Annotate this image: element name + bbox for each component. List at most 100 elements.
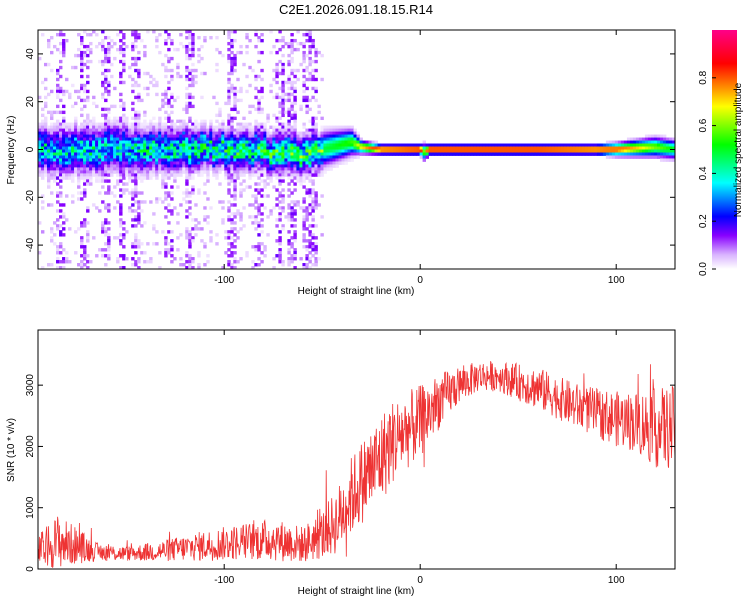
spectrogram-cell bbox=[275, 224, 279, 228]
spectrogram-cell bbox=[299, 170, 303, 174]
spectrogram-cell bbox=[167, 86, 171, 91]
spectrogram-cell bbox=[134, 224, 138, 228]
spectrogram-cell bbox=[167, 80, 171, 85]
spectrogram-cell bbox=[44, 140, 48, 144]
spectrogram-cell bbox=[287, 107, 291, 112]
spectrogram-cell bbox=[281, 179, 285, 183]
spectrogram-cell bbox=[143, 200, 147, 204]
spectrogram-cell bbox=[596, 143, 601, 147]
spectrogram-cell bbox=[131, 167, 135, 171]
spectrogram-cell bbox=[329, 146, 333, 150]
spectrogram-cell bbox=[614, 152, 619, 156]
spectrogram-cell bbox=[77, 53, 81, 58]
spectrogram-cell bbox=[263, 179, 267, 183]
spectrogram-cell bbox=[422, 149, 426, 153]
spectrogram-cell bbox=[626, 152, 631, 156]
spectrogram-cell bbox=[185, 155, 189, 159]
spectrogram-cell bbox=[230, 30, 234, 34]
spectrogram-cell bbox=[281, 83, 285, 88]
spectrogram-cell bbox=[161, 158, 165, 162]
spectrogram-cell bbox=[287, 155, 291, 159]
spectrogram-cell bbox=[590, 152, 595, 156]
spectrogram-cell bbox=[191, 260, 195, 264]
spectrogram-cell bbox=[302, 239, 306, 243]
spectrogram-cell bbox=[392, 149, 396, 153]
spectrogram-cell bbox=[659, 134, 664, 138]
spectrogram-cell bbox=[101, 107, 105, 112]
spectrogram-cell bbox=[104, 179, 108, 183]
spectrogram-cell bbox=[672, 155, 676, 159]
spectrogram-cell bbox=[383, 146, 387, 150]
spectrogram-cell bbox=[656, 134, 661, 138]
spectrogram-cell bbox=[530, 152, 535, 156]
spectrogram-cell bbox=[215, 131, 219, 135]
spectrogram-cell bbox=[68, 155, 72, 159]
spectrogram-cell bbox=[437, 152, 442, 156]
spectrogram-cell bbox=[224, 140, 228, 144]
spectrogram-cell bbox=[146, 161, 150, 165]
spectrogram-cell bbox=[305, 188, 309, 192]
spectrogram-cell bbox=[185, 182, 189, 186]
spectrogram-cell bbox=[230, 83, 234, 88]
spectrogram-cell bbox=[86, 116, 90, 121]
spectrogram-cell bbox=[320, 170, 324, 174]
spectrogram-cell bbox=[311, 167, 315, 171]
spectrogram-cell bbox=[248, 65, 252, 70]
spectrogram-cell bbox=[260, 32, 264, 37]
spectrogram-cell bbox=[593, 143, 598, 147]
spectrogram-cell bbox=[272, 257, 276, 261]
spectrogram-cell bbox=[293, 125, 297, 129]
spectrogram-cell bbox=[269, 173, 273, 177]
spectrogram-cell bbox=[314, 263, 318, 267]
spectrogram-cell bbox=[137, 266, 141, 270]
spectrogram-cell bbox=[104, 227, 108, 231]
spectrogram-cell bbox=[407, 143, 411, 147]
spectrogram-cell bbox=[140, 143, 144, 147]
spectrogram-cell bbox=[197, 254, 201, 258]
spectrogram-cell bbox=[320, 173, 324, 177]
spectrogram-cell bbox=[290, 47, 294, 52]
spectrogram-cell bbox=[173, 152, 177, 156]
spectrogram-cell bbox=[245, 164, 249, 168]
spectrogram-cell bbox=[185, 251, 189, 255]
spectrogram-cell bbox=[206, 167, 210, 171]
spectrogram-cell bbox=[266, 182, 270, 186]
spectrogram-cell bbox=[296, 134, 300, 138]
spectrogram-cell bbox=[314, 164, 318, 168]
spectrogram-cell bbox=[308, 50, 312, 55]
spectrogram-cell bbox=[167, 143, 171, 147]
spectrogram-cell bbox=[215, 146, 219, 150]
spectrogram-cell bbox=[272, 128, 276, 132]
spectrogram-cell bbox=[188, 260, 192, 264]
spectrogram-cell bbox=[215, 35, 219, 40]
spectrogram-cell bbox=[191, 158, 195, 162]
spectrogram-cell bbox=[278, 176, 282, 180]
spectrogram-cell bbox=[242, 167, 246, 171]
spectrogram-cell bbox=[41, 146, 45, 150]
spectrogram-cell bbox=[245, 74, 249, 79]
spectrogram-cell bbox=[149, 152, 153, 156]
spectrogram-cell bbox=[68, 125, 72, 129]
spectrogram-cell bbox=[170, 197, 174, 201]
spectrogram-cell bbox=[56, 32, 60, 37]
spectrogram-cell bbox=[521, 149, 526, 153]
spectrogram-cell bbox=[56, 224, 60, 228]
spectrogram-cell bbox=[239, 140, 243, 144]
spectrogram-cell bbox=[239, 188, 243, 192]
spectrogram-cell bbox=[614, 155, 619, 159]
spectrogram-cell bbox=[236, 149, 240, 153]
spectrogram-cell bbox=[227, 59, 231, 64]
spectrogram-cell bbox=[419, 143, 423, 147]
spectrogram-cell bbox=[134, 143, 138, 147]
spectrogram-cell bbox=[308, 164, 312, 168]
spectrogram-cell bbox=[527, 146, 532, 150]
spectrogram-cell bbox=[44, 116, 48, 121]
spectrogram-cell bbox=[293, 218, 297, 222]
spectrogram-cell bbox=[167, 158, 171, 162]
spectrogram-cell bbox=[212, 134, 216, 138]
spectrogram-cell bbox=[281, 104, 285, 109]
spectrogram-cell bbox=[230, 65, 234, 70]
snr-series-line bbox=[37, 361, 676, 568]
spectrogram-cell bbox=[101, 30, 105, 34]
spectrogram-cell bbox=[86, 176, 90, 180]
